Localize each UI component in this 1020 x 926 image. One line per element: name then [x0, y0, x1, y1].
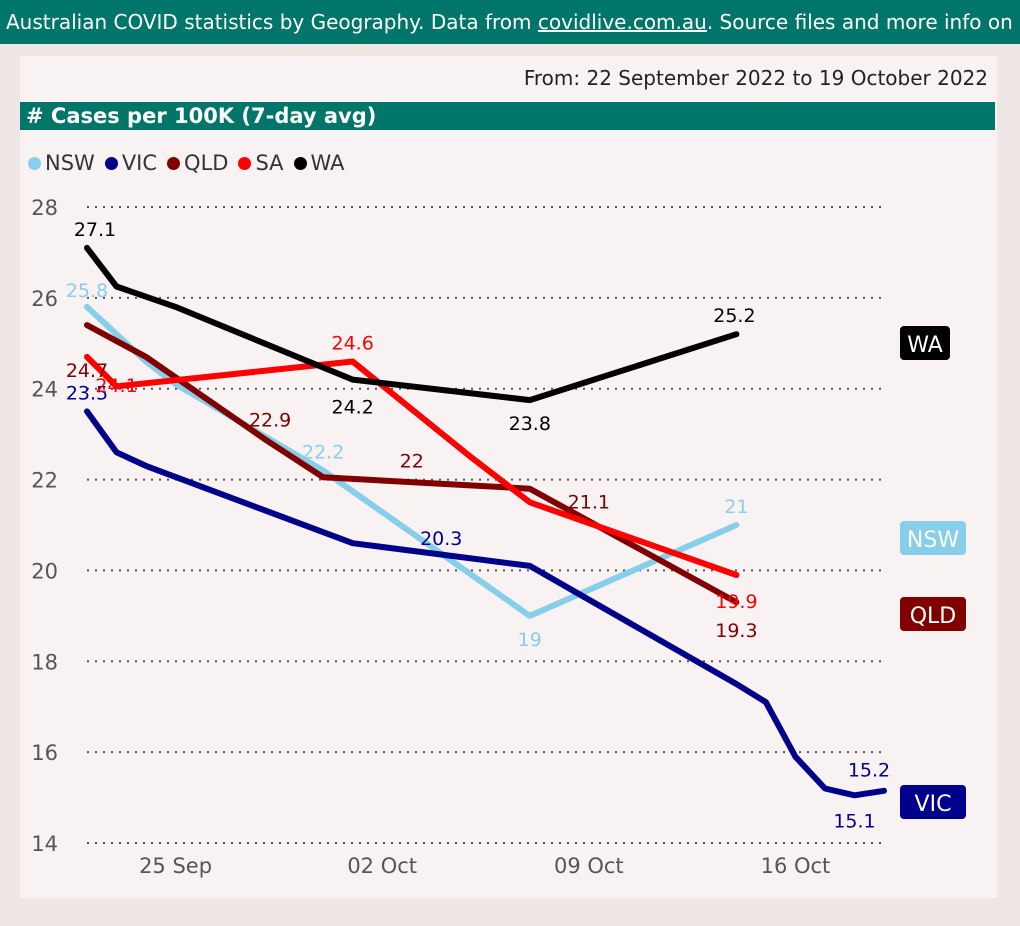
- header-text: Australian COVID statistics by Geography…: [6, 10, 538, 34]
- data-label-vic: 23.5: [66, 382, 108, 404]
- legend-label: NSW: [45, 151, 95, 175]
- y-tick-label: 22: [31, 469, 58, 493]
- legend-item-qld[interactable]: QLD: [167, 151, 228, 175]
- data-label-wa: 24.2: [332, 397, 374, 419]
- y-tick-label: 28: [31, 196, 58, 220]
- legend-label: QLD: [184, 151, 229, 175]
- legend-marker-icon: [28, 156, 41, 170]
- legend-label: WA: [310, 151, 345, 175]
- data-label-nsw: 25.8: [66, 280, 108, 302]
- data-label-sa: 24.1: [95, 375, 137, 397]
- end-label-nsw: NSW: [907, 528, 959, 553]
- x-tick-label: 16 Oct: [761, 854, 831, 878]
- y-tick-label: 18: [31, 650, 58, 674]
- legend-label: SA: [255, 151, 284, 175]
- x-tick-label: 09 Oct: [554, 854, 624, 878]
- data-label-sa: 24.6: [332, 332, 374, 354]
- data-label-qld: 22.9: [249, 410, 291, 432]
- chart-panel: From: 22 September 2022 to 19 October 20…: [20, 56, 997, 898]
- end-label-box-wa: [900, 326, 950, 360]
- y-tick-label: 14: [31, 832, 58, 856]
- x-tick-label: 25 Sep: [139, 854, 212, 878]
- data-label-qld: 19.3: [715, 620, 757, 642]
- end-label-box-vic: [900, 785, 966, 819]
- header-text-continued: . Source files and more info on gi: [706, 10, 1020, 34]
- end-label-vic: VIC: [915, 792, 952, 817]
- legend-item-nsw[interactable]: NSW: [28, 151, 95, 175]
- y-tick-label: 16: [31, 741, 58, 765]
- y-tick-label: 20: [31, 559, 58, 583]
- legend-item-wa[interactable]: WA: [293, 151, 345, 175]
- series-line-nsw: [84, 303, 740, 619]
- series-line-vic: [84, 408, 887, 799]
- end-label-box-qld: [900, 597, 966, 631]
- legend-marker-icon: [167, 156, 181, 170]
- chart-title: # Cases per 100K (7-day avg): [20, 102, 995, 130]
- data-label-qld: 22: [400, 451, 424, 473]
- data-label-nsw: 19: [518, 629, 542, 651]
- data-label-qld: 24.7: [66, 360, 108, 382]
- x-tick-label: 02 Oct: [347, 854, 417, 878]
- legend-item-vic[interactable]: VIC: [104, 151, 158, 175]
- report-header-bar: Australian COVID statistics by Geography…: [0, 0, 1020, 44]
- data-label-vic: 15.2: [848, 759, 890, 781]
- data-label-sa: 19.9: [715, 591, 757, 613]
- data-label-vic: 20.3: [420, 528, 462, 550]
- data-label-vic: 15.1: [833, 810, 875, 832]
- end-label-wa: WA: [907, 333, 943, 358]
- covidlive-link[interactable]: covidlive.com.au: [537, 10, 707, 34]
- data-label-wa: 23.8: [509, 413, 551, 435]
- y-tick-label: 26: [31, 287, 58, 311]
- end-label-qld: QLD: [910, 604, 957, 629]
- legend-item-sa[interactable]: SA: [238, 151, 284, 175]
- legend-marker-icon: [293, 156, 307, 170]
- data-label-qld: 21.1: [568, 491, 610, 513]
- data-label-wa: 27.1: [74, 219, 116, 241]
- legend-marker-icon: [104, 156, 118, 170]
- legend-label: VIC: [121, 151, 158, 175]
- data-label-wa: 25.2: [713, 305, 755, 327]
- series-line-qld: [84, 322, 740, 606]
- line-chart: 14 16 18 20 22 24 26 28 25 Sep 02 Oct 09 Oct 16 Oct…: [31, 196, 966, 878]
- date-range-text: From: 22 September 2022 to 19 October 20…: [523, 66, 988, 90]
- data-label-nsw: 21: [724, 496, 748, 518]
- legend-marker-icon: [238, 156, 252, 170]
- data-label-nsw: 22.2: [302, 441, 344, 463]
- series-line-sa: [84, 353, 740, 578]
- end-label-box-nsw: [900, 521, 966, 555]
- series-line-wa: [84, 244, 740, 404]
- chart-legend: NSW VIC QLD SA WA: [28, 150, 355, 176]
- y-tick-label: 24: [31, 378, 58, 402]
